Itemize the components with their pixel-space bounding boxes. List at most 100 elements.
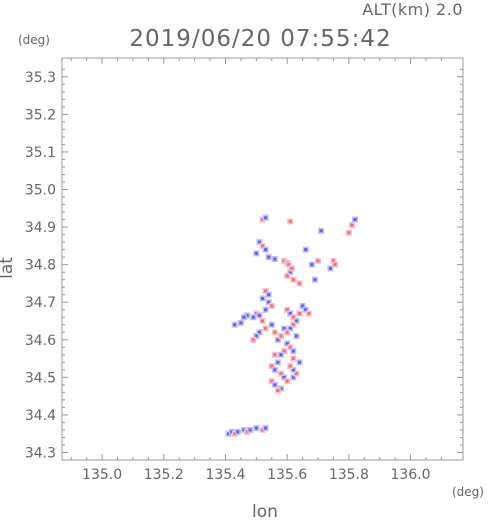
- data-point: [270, 304, 274, 308]
- data-point: [353, 218, 357, 222]
- data-point: [319, 229, 323, 233]
- data-point: [267, 300, 271, 304]
- y-tick-label: 35.2: [25, 107, 56, 123]
- data-point: [279, 372, 283, 376]
- data-point: [273, 330, 277, 334]
- x-tick-label: 136.0: [391, 467, 431, 483]
- data-point: [251, 315, 255, 319]
- data-point: [298, 281, 302, 285]
- data-point: [294, 372, 298, 376]
- data-point: [242, 315, 246, 319]
- data-point: [282, 327, 286, 331]
- data-point: [313, 278, 317, 282]
- data-point: [267, 255, 271, 259]
- data-point: [298, 311, 302, 315]
- data-point: [273, 368, 277, 372]
- data-point: [279, 353, 283, 357]
- data-point: [310, 263, 314, 267]
- altitude-label: ALT(km) 2.0: [362, 0, 463, 19]
- data-point: [273, 383, 277, 387]
- data-point: [251, 338, 255, 342]
- data-point: [285, 330, 289, 334]
- y-tick-label: 34.6: [25, 333, 56, 349]
- data-point: [227, 432, 231, 436]
- data-point: [287, 263, 291, 267]
- data-point: [301, 304, 305, 308]
- data-point: [233, 432, 237, 436]
- data-point: [264, 426, 268, 430]
- y-tick-label: 35.3: [25, 70, 56, 86]
- data-point: [261, 296, 264, 300]
- data-point: [304, 248, 308, 252]
- data-point: [270, 323, 274, 327]
- data-point: [285, 308, 289, 312]
- data-point: [276, 388, 280, 392]
- data-point: [291, 375, 295, 379]
- data-point: [288, 364, 292, 368]
- data-point: [273, 353, 277, 357]
- data-point: [288, 219, 292, 223]
- data-point: [254, 334, 258, 338]
- y-tick-label: 34.7: [25, 295, 56, 311]
- x-tick-label: 135.2: [144, 467, 184, 483]
- data-point: [236, 430, 240, 434]
- data-point: [261, 244, 264, 248]
- data-point: [276, 360, 280, 364]
- data-point: [307, 311, 311, 315]
- data-point: [288, 345, 292, 349]
- x-axis-label: lon: [252, 502, 278, 522]
- y-tick-label: 35.1: [25, 145, 56, 161]
- data-point: [291, 368, 295, 372]
- data-point: [288, 327, 292, 331]
- plot-frame: [61, 57, 464, 461]
- data-point: [230, 430, 234, 434]
- data-point: [331, 259, 335, 263]
- data-point: [239, 321, 243, 325]
- data-point: [288, 311, 292, 315]
- data-point: [242, 428, 246, 432]
- data-point: [294, 319, 298, 323]
- data-point: [273, 257, 277, 261]
- data-point: [245, 313, 249, 317]
- data-point: [254, 251, 258, 255]
- data-point: [282, 349, 286, 353]
- y-tick-label: 34.5: [25, 370, 56, 386]
- data-point: [233, 323, 237, 327]
- data-point: [294, 334, 298, 338]
- chart-title: 2019/06/20 07:55:42: [129, 26, 392, 52]
- data-point: [285, 379, 289, 383]
- data-point: [328, 266, 332, 270]
- y-tick-label: 34.9: [25, 220, 56, 236]
- data-point: [248, 428, 252, 432]
- data-point: [245, 430, 249, 434]
- y-tick-label: 35.0: [25, 182, 56, 198]
- data-point: [264, 216, 268, 220]
- data-point: [261, 319, 264, 323]
- data-point: [279, 334, 283, 338]
- data-point: [290, 266, 294, 270]
- data-point: [291, 323, 295, 327]
- data-point: [264, 289, 268, 293]
- data-point: [261, 428, 264, 432]
- data-point: [261, 218, 264, 222]
- data-point: [285, 274, 289, 278]
- data-point: [347, 231, 351, 235]
- x-tick-label: 135.0: [82, 467, 122, 483]
- data-point: [276, 338, 280, 342]
- data-point: [254, 311, 258, 315]
- data-point: [257, 240, 261, 244]
- data-point: [257, 330, 261, 334]
- y-axis-unit: (deg): [18, 33, 50, 47]
- data-point: [264, 327, 268, 331]
- data-point: [267, 293, 271, 297]
- data-point: [285, 342, 289, 346]
- x-axis-unit: (deg): [452, 485, 484, 499]
- x-tick-label: 135.4: [205, 467, 245, 483]
- data-point: [270, 364, 274, 368]
- data-point: [316, 259, 320, 263]
- data-point: [291, 278, 295, 282]
- y-tick-label: 34.3: [25, 445, 56, 461]
- data-point: [291, 357, 295, 361]
- data-point: [264, 308, 268, 312]
- data-point: [270, 379, 274, 383]
